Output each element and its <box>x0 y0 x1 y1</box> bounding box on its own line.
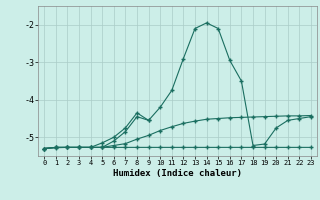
X-axis label: Humidex (Indice chaleur): Humidex (Indice chaleur) <box>113 169 242 178</box>
